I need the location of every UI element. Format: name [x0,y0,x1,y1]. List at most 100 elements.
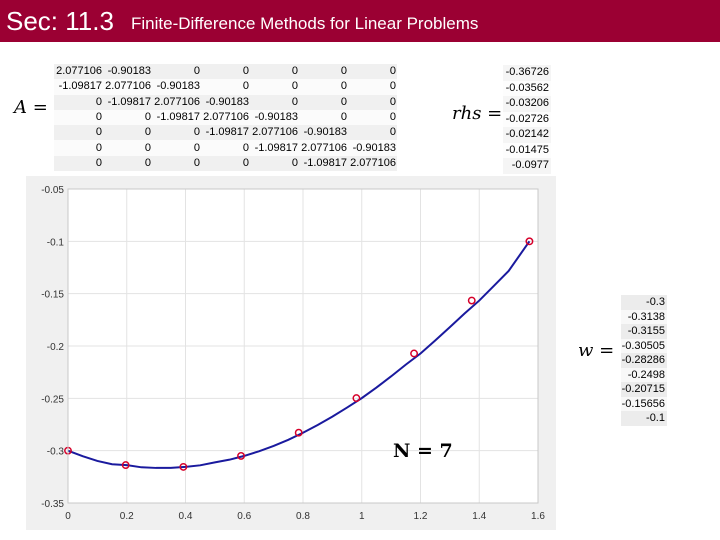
matrix-a-cell: 2.077106 [299,140,348,156]
x-tick-label: 1 [359,511,365,522]
y-tick-label: -0.3 [47,447,65,458]
rhs-cell: -0.0977 [503,158,551,174]
data-point-marker [294,428,303,437]
matrix-a: 2.077106 -0.90183 0 0 0 0 0 -1.09817 2.077106 -0.… [54,64,397,172]
w-cell: -0.2498 [621,367,667,382]
matrix-a-cell: 2.077106 [103,79,152,95]
matrix-a-cell: -0.90183 [250,109,299,126]
y-tick-label: -0.2 [47,342,65,353]
matrix-a-cell: -1.09817 [299,155,348,172]
matrix-a-cell: 0 [103,140,152,156]
matrix-a-row: 0 0 0 0 -1.09817 2.077106 -0.90183 [54,140,397,156]
matrix-a-cell: 0 [348,109,397,126]
rhs-cell: -0.01475 [503,142,551,158]
matrix-a-cell: 0 [348,79,397,95]
matrix-a-cell: 0 [152,155,201,172]
matrix-a-label: A = [14,97,48,118]
w-vector: -0.3 -0.3138 -0.3155 -0.30505 -0.28286 -0.249… [621,295,667,426]
matrix-a-cell: 2.077106 [152,94,201,110]
rhs-cell: -0.02142 [503,127,551,143]
solution-curve [67,240,531,469]
matrix-a-cell: 2.077106 [348,155,397,172]
matrix-a-cell: 0 [250,155,299,172]
matrix-a-row: 0 0 0 -1.09817 2.077106 -0.90183 0 [54,125,397,141]
w-cell: -0.3155 [621,324,667,339]
matrix-a-cell: 0 [299,64,348,80]
x-tick-label: 1.6 [531,511,545,522]
matrix-a-cell: 0 [348,64,397,80]
matrix-a-cell: 0 [54,155,103,172]
solution-chart: 0 0.2 0.4 0.6 0.8 1 1.2 1.4 1.6 -0.05 -0.1 -0.15 -0.… [26,176,556,530]
w-cell: -0.28286 [621,353,667,368]
matrix-a-cell: 0 [152,64,201,80]
matrix-a-cell: 0 [152,125,201,141]
matrix-a-cell: 0 [201,140,250,156]
matrix-a-cell: 0 [201,79,250,95]
w-cell: -0.1 [621,411,667,426]
section-number: Sec: 11.3 [6,6,114,36]
x-tick-label: 0.2 [120,511,134,522]
matrix-a-cell: 0 [299,109,348,126]
x-tick-label: 1.2 [414,511,428,522]
w-cell: -0.3 [621,295,667,310]
w-label: w = [578,340,615,361]
matrix-a-cell: 0 [103,109,152,126]
y-tick-label: -0.25 [41,394,64,405]
matrix-a-cell: 0 [348,94,397,110]
w-cell: -0.15656 [621,396,667,411]
rhs-cell: -0.36726 [503,65,551,81]
matrix-a-row: 0 0 0 0 0 -1.09817 2.077106 [54,155,397,172]
matrix-a-cell: 0 [299,94,348,110]
rhs-cell: -0.02726 [503,111,551,127]
rhs-cell: -0.03562 [503,80,551,96]
x-tick-label: 0 [65,511,71,522]
y-tick-label: -0.15 [41,290,64,301]
matrix-a-cell: 2.077106 [201,109,250,126]
matrix-a-cell: 0 [54,109,103,126]
matrix-a-cell: -0.90183 [299,125,348,141]
y-tick-label: -0.1 [47,237,65,248]
rhs-label: rhs = [452,103,503,124]
matrix-a-cell: 0 [201,155,250,172]
matrix-a-cell: 0 [103,125,152,141]
matrix-a-cell: -0.90183 [103,64,152,80]
matrix-a-row: 0 -1.09817 2.077106 -0.90183 0 0 0 [54,94,397,110]
rhs-vector: -0.36726 -0.03562 -0.03206 -0.02726 -0.02142… [503,65,551,174]
matrix-a-cell: 0 [54,140,103,156]
data-point-marker [237,452,245,460]
matrix-a-cell: -0.90183 [201,94,250,110]
matrix-a-cell: 0 [250,94,299,110]
matrix-a-cell: -1.09817 [103,94,152,110]
data-point-marker [121,461,130,470]
slide-title: Finite-Difference Methods for Linear Pro… [131,14,479,33]
matrix-a-cell: -1.09817 [201,125,250,141]
plot-border [67,188,539,504]
matrix-a-cell: 0 [103,155,152,172]
matrix-a-cell: 0 [152,140,201,156]
matrix-a-cell: 0 [250,64,299,80]
x-tick-label: 0.8 [296,511,310,522]
x-tick-label: 0.6 [237,511,251,522]
y-tick-label: -0.35 [41,499,64,510]
matrix-a-cell: -0.90183 [152,79,201,95]
data-point-marker [352,394,361,403]
data-point-marker [179,462,188,471]
data-point-marker [467,296,476,305]
matrix-a-cell: 2.077106 [250,125,299,141]
y-tick-label: -0.05 [41,185,64,196]
w-cell: -0.30505 [621,338,667,353]
matrix-a-row: 0 0 -1.09817 2.077106 -0.90183 0 0 [54,109,397,126]
n-label: N = 7 [393,440,453,462]
data-point-marker [525,237,534,246]
matrix-a-cell: 0 [299,79,348,95]
matrix-a-cell: -0.90183 [348,140,397,156]
matrix-a-cell: 0 [250,79,299,95]
w-cell: -0.3138 [621,309,667,324]
matrix-a-cell: 0 [54,94,103,110]
data-point-marker [410,349,419,358]
matrix-a-cell: -1.09817 [250,140,299,156]
matrix-a-cell: -1.09817 [54,79,103,95]
matrix-a-row: 2.077106 -0.90183 0 0 0 0 0 [54,64,397,80]
x-tick-label: 1.4 [472,511,486,522]
rhs-cell: -0.03206 [503,96,551,112]
